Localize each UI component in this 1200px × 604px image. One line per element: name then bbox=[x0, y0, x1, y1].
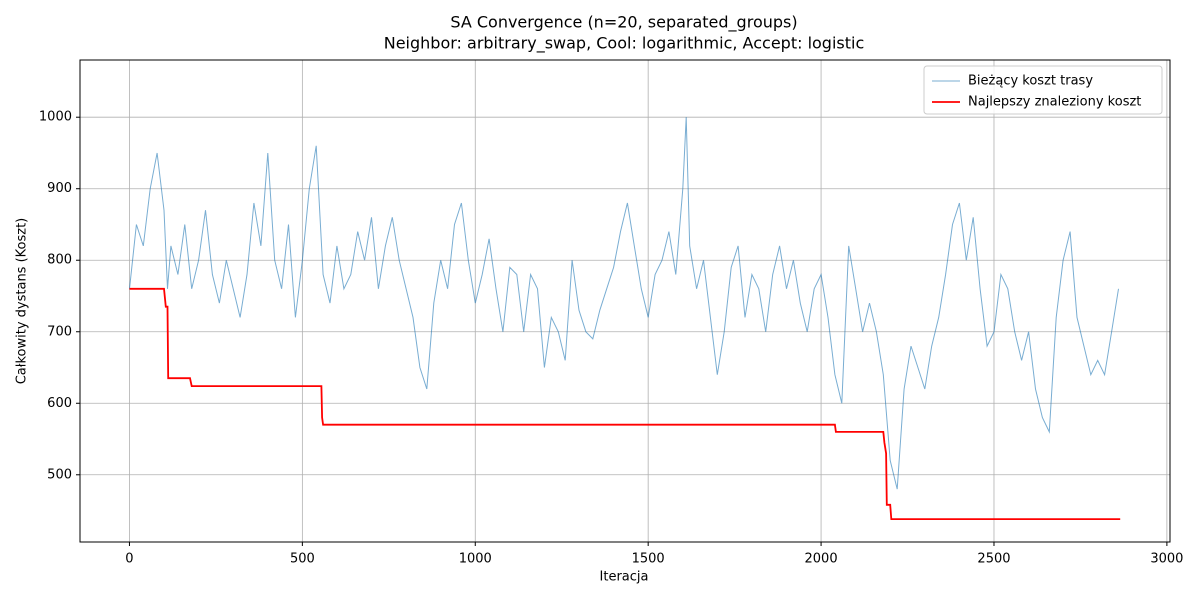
y-tick-label: 700 bbox=[47, 324, 72, 339]
x-tick-label: 2500 bbox=[977, 552, 1010, 567]
y-axis-label: Całkowity dystans (Koszt) bbox=[15, 218, 30, 385]
y-tick-label: 900 bbox=[47, 181, 72, 196]
x-tick-label: 0 bbox=[125, 552, 133, 567]
x-axis-label: Iteracja bbox=[600, 570, 649, 585]
legend-label: Najlepszy znaleziony koszt bbox=[968, 95, 1141, 110]
series-line bbox=[129, 117, 1119, 490]
chart-title: SA Convergence (n=20, separated_groups) bbox=[450, 13, 797, 33]
x-tick-label: 2000 bbox=[805, 552, 838, 567]
legend-label: Bieżący koszt trasy bbox=[968, 74, 1093, 89]
x-tick-label: 3000 bbox=[1150, 552, 1183, 567]
y-tick-label: 500 bbox=[47, 467, 72, 482]
x-tick-label: 1000 bbox=[459, 552, 492, 567]
y-tick-label: 600 bbox=[47, 396, 72, 411]
plot-frame bbox=[79, 59, 1171, 543]
legend-box bbox=[923, 65, 1163, 115]
x-tick-label: 1500 bbox=[632, 552, 665, 567]
y-tick-label: 800 bbox=[47, 253, 72, 268]
chart-subtitle: Neighbor: arbitrary_swap, Cool: logarith… bbox=[384, 34, 865, 54]
x-tick-label: 500 bbox=[290, 552, 315, 567]
series-line bbox=[129, 287, 1121, 520]
y-tick-label: 1000 bbox=[39, 110, 72, 125]
